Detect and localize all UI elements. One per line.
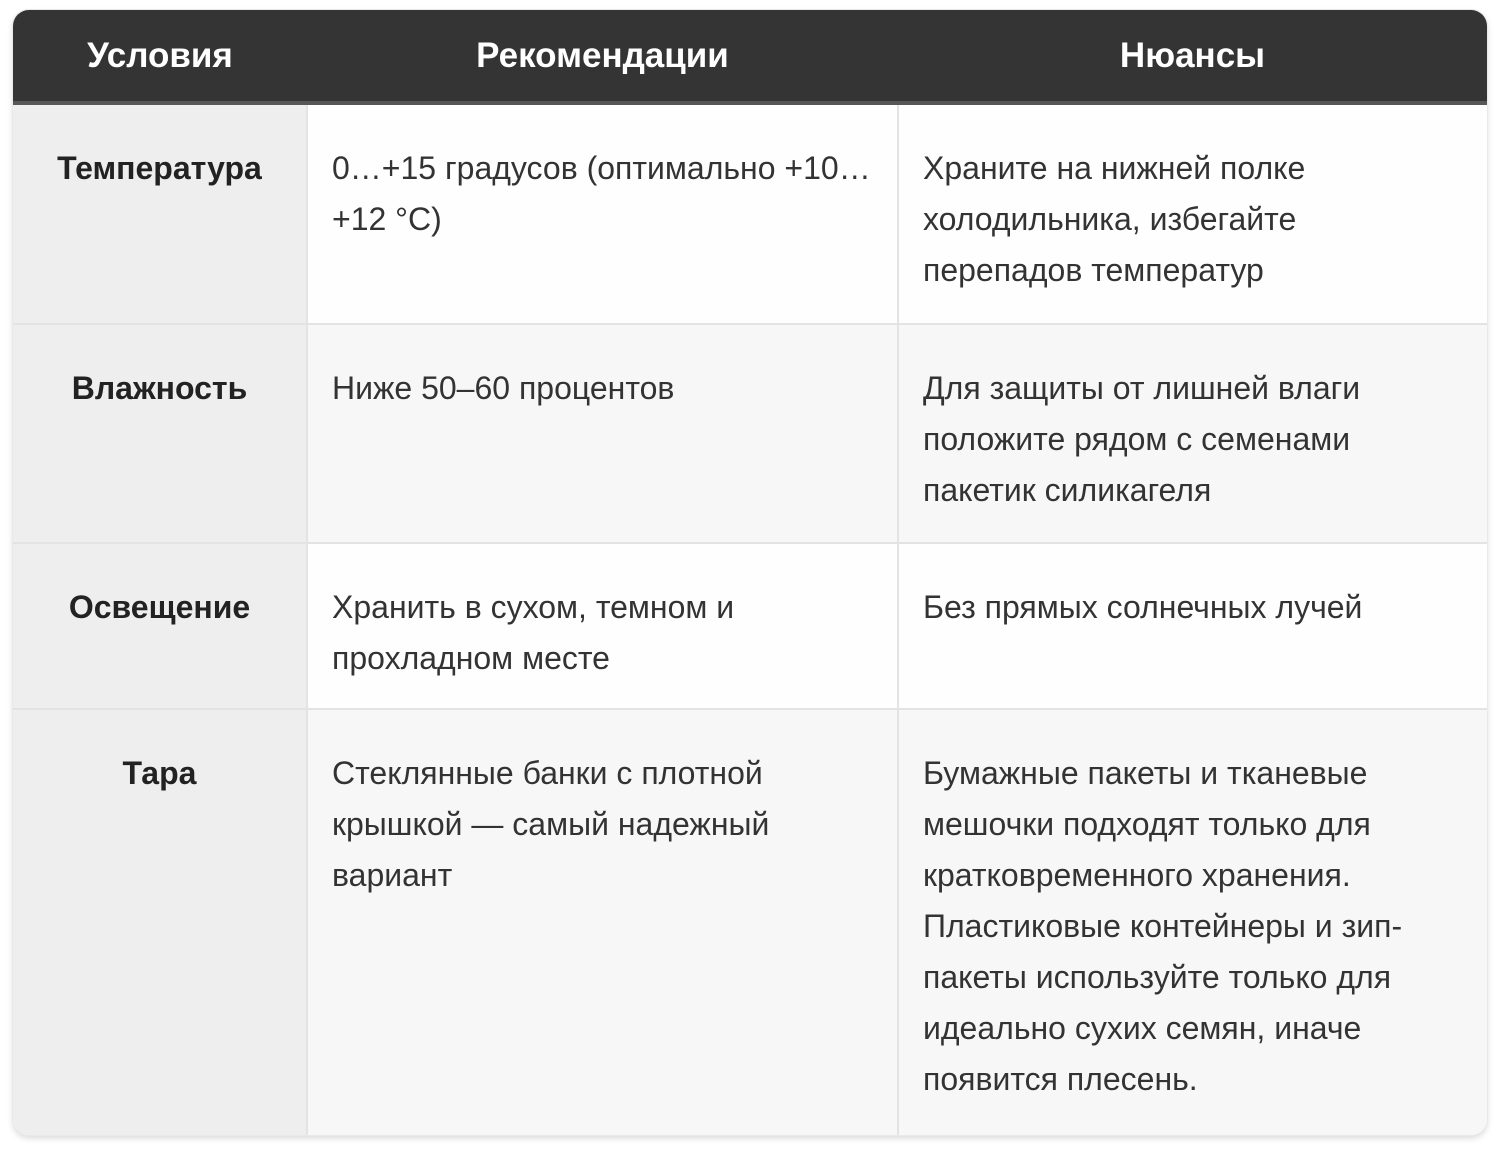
cell-nuance-lighting: Без прямых солнечных лучей (897, 542, 1487, 709)
cell-recommendation-lighting: Хранить в сухом, темном и прохладном мес… (306, 542, 898, 709)
header-row: Условия Рекомендации Нюансы (13, 10, 1487, 105)
table-body: Температура 0…+15 градусов (оптимально +… (13, 103, 1487, 1135)
table-header: Условия Рекомендации Нюансы (13, 10, 1487, 105)
table-row-humidity: Влажность Ниже 50–60 процентов Для защит… (13, 323, 1487, 543)
column-header-recommendations: Рекомендации (307, 10, 898, 105)
cell-condition-temperature: Температура (13, 103, 307, 324)
table-row-lighting: Освещение Хранить в сухом, темном и прох… (13, 542, 1487, 709)
cell-recommendation-temperature: 0…+15 градусов (оптимально +10…+12 °C) (306, 103, 898, 324)
cell-condition-container: Тара (13, 708, 307, 1135)
cell-recommendation-container: Стеклянные банки с плотной крышкой — сам… (306, 708, 898, 1135)
storage-conditions-card: Условия Рекомендации Нюансы Температура … (13, 10, 1487, 1135)
cell-nuance-temperature: Храните на нижней полке холодильника, из… (897, 103, 1487, 324)
table-row-temperature: Температура 0…+15 градусов (оптимально +… (13, 103, 1487, 324)
cell-recommendation-humidity: Ниже 50–60 процентов (306, 323, 898, 543)
cell-condition-lighting: Освещение (13, 542, 307, 709)
cell-condition-humidity: Влажность (13, 323, 307, 543)
cell-nuance-humidity: Для защиты от лишней влаги положите рядо… (897, 323, 1487, 543)
table-row-container: Тара Стеклянные банки с плотной крышкой … (13, 708, 1487, 1135)
column-header-nuances: Нюансы (898, 10, 1487, 105)
column-header-conditions: Условия (13, 10, 307, 105)
storage-conditions-table: Условия Рекомендации Нюансы Температура … (13, 10, 1487, 1135)
cell-nuance-container: Бумажные пакеты и тканевые мешочки подхо… (897, 708, 1487, 1135)
